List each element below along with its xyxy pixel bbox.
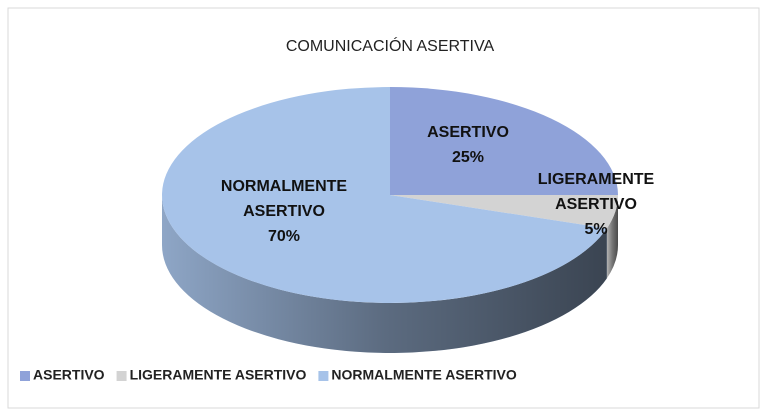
data-label-name: NORMALMENTE ASERTIVO	[221, 178, 348, 220]
legend-swatch	[318, 371, 329, 381]
data-label-name: ASERTIVO	[427, 124, 509, 141]
slice-side-shade	[606, 195, 618, 279]
data-label-value: 25%	[452, 149, 484, 166]
legend-label: LIGERAMENTE ASERTIVO	[130, 367, 307, 383]
legend-swatch	[20, 371, 30, 381]
legend-label: NORMALMENTE ASERTIVO	[331, 367, 516, 383]
pie-slice	[390, 87, 618, 195]
legend-label: ASERTIVO	[33, 367, 105, 383]
legend-swatch	[116, 371, 127, 381]
slice-side-shade	[162, 195, 607, 354]
pie-slice	[390, 195, 618, 229]
data-label-value: 5%	[584, 221, 607, 238]
data-label-value: 70%	[268, 228, 300, 245]
pie-slice	[162, 87, 607, 303]
data-label-name: LIGERAMENTE ASERTIVO	[538, 171, 655, 213]
chart-title: COMUNICACIÓN ASERTIVA	[286, 36, 495, 55]
